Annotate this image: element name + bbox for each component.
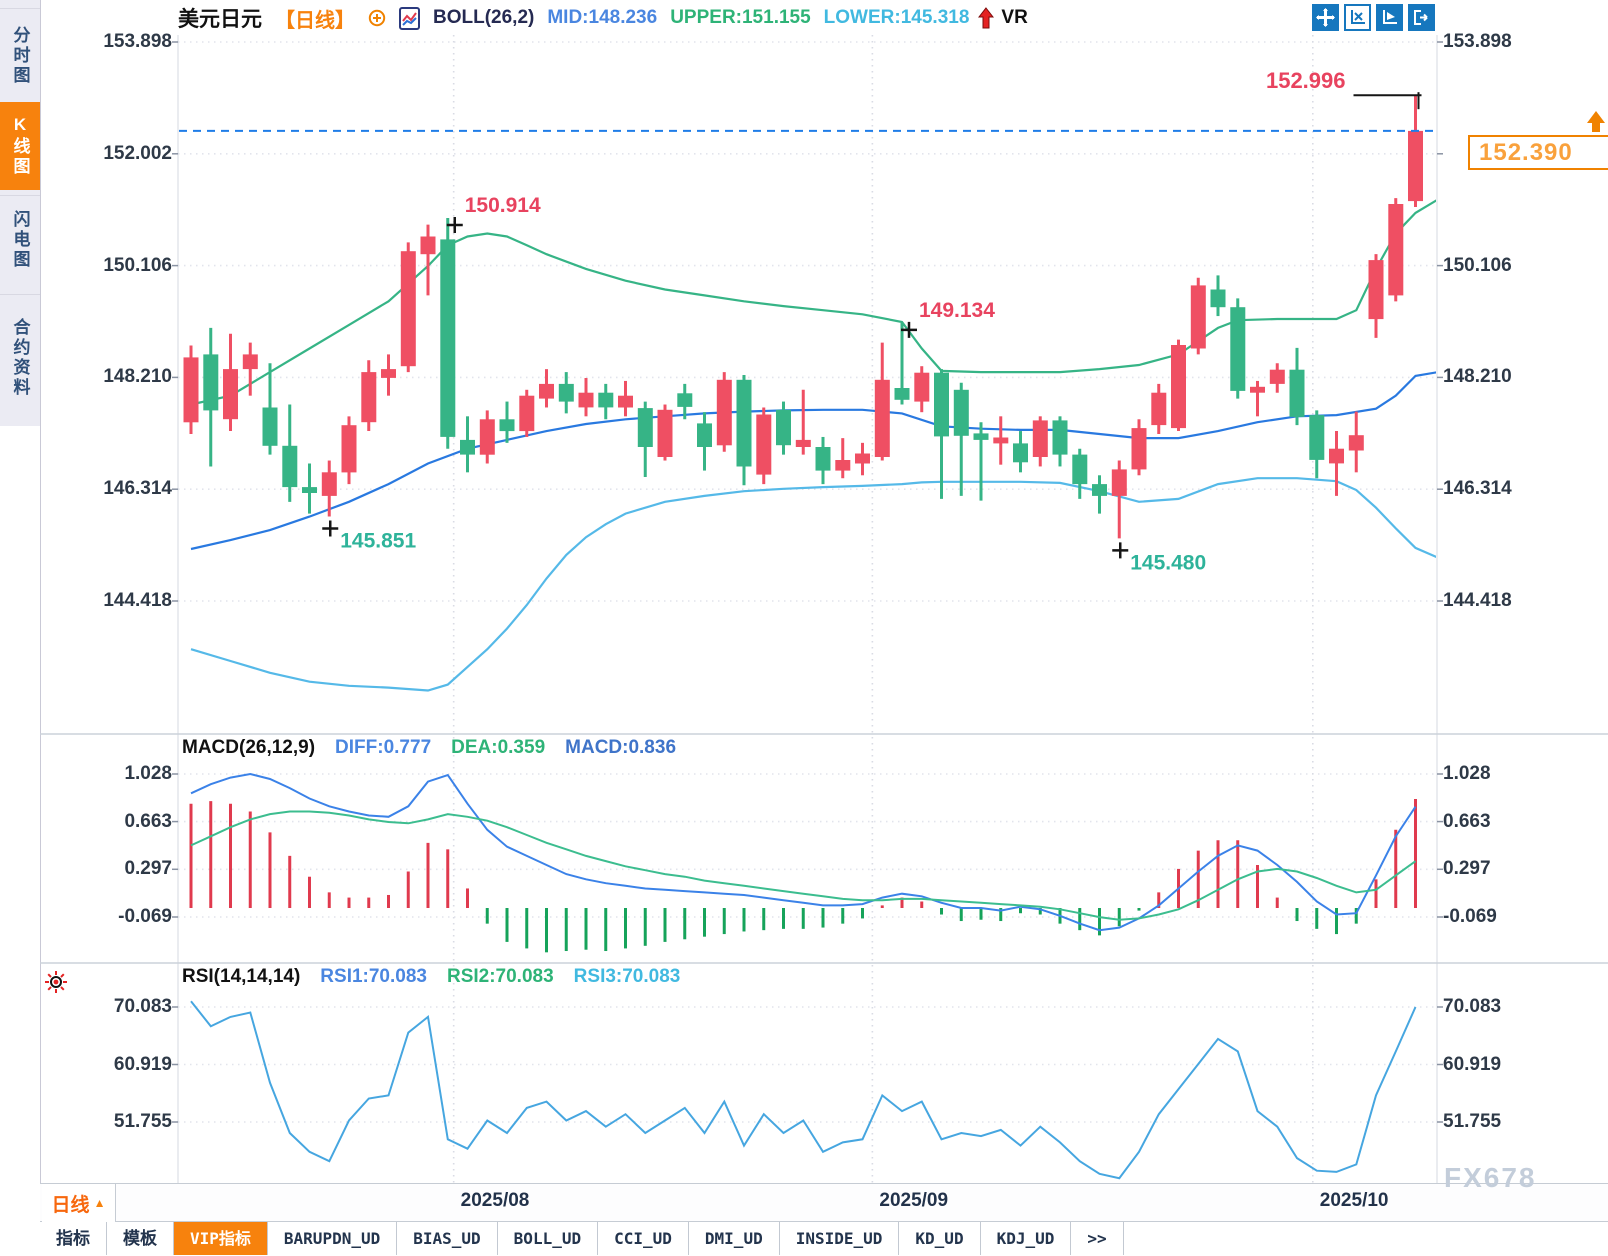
indicator-tab-bar: 指标 模板 VIP指标 BARUPDN_UD BIAS_UD BOLL_UD CCI_UD D… (40, 1222, 1608, 1256)
main-axis-label-left: 148.210 (103, 366, 172, 388)
price-tag-arrow-icon (1580, 110, 1606, 139)
rsi3-value: RSI3:70.083 (573, 966, 681, 987)
period-label: 日线 (51, 1194, 90, 1216)
indicator-tab-barupdn_ud[interactable]: BARUPDN_UD (268, 1222, 398, 1255)
exit-icon[interactable] (1408, 4, 1435, 31)
period-up-triangle-icon: ▲ (93, 1196, 106, 1210)
time-axis-row: 日线 ▲ 2025/08 2025/09 2025/10 (40, 1183, 1608, 1222)
rsi-axis-label-right: 51.755 (1443, 1111, 1502, 1132)
indicator-tab-bias_ud[interactable]: BIAS_UD (397, 1222, 498, 1255)
macd-axis-label-right: -0.069 (1443, 906, 1497, 927)
chart-toolbar (1312, 4, 1435, 31)
watermark: FX678 (1444, 1162, 1537, 1193)
rsi-name: RSI(14,14,14) (182, 966, 301, 987)
sidebar-tab-3[interactable]: 闪电图 (0, 195, 40, 284)
indicator-tab-[interactable]: 模板 (107, 1222, 174, 1255)
main-axis-label-left: 146.314 (103, 478, 172, 500)
candlestick-chart[interactable]: 145.851 150.914 149.134 145.480 152.996 (0, 0, 1608, 1190)
date-label: 2025/09 (879, 1190, 949, 1211)
macd-axis-label-right: 1.028 (1443, 763, 1491, 784)
rsi-header: RSI(14,14,14) RSI1:70.083 RSI2:70.083 RS… (182, 966, 680, 988)
macd-header: MACD(26,12,9) DIFF:0.777 DEA:0.359 MACD:… (182, 737, 676, 759)
rsi-axis-label-right: 60.919 (1443, 1053, 1502, 1075)
main-axis-label-left: 144.418 (103, 590, 172, 611)
period-tag: 【日线】 (275, 9, 355, 32)
sidebar-tab-1[interactable]: 分时图 (0, 8, 40, 102)
macd-axis-label-left: 0.663 (124, 810, 172, 832)
up-arrow-icon (978, 7, 995, 29)
main-axis-label-left: 152.002 (103, 142, 172, 164)
alert-sun-icon[interactable] (44, 970, 68, 999)
main-axis-label-right: 150.106 (1443, 254, 1512, 276)
left-sidebar: 分时图 K线图闪电图合约资料 (0, 0, 41, 1256)
indicator-tab-[interactable]: 指标 (40, 1222, 107, 1255)
boll-mid-value: MID:148.236 (547, 7, 658, 28)
indicator-tab-boll_ud[interactable]: BOLL_UD (498, 1222, 599, 1255)
macd-axis-label-right: 0.297 (1443, 858, 1491, 880)
macd-axis-label-left: 1.028 (124, 763, 172, 784)
boll-upper-value: UPPER:151.155 (670, 7, 811, 28)
indicator-tab-cci_ud[interactable]: CCI_UD (598, 1222, 689, 1255)
macd-axis-label-left: -0.069 (118, 906, 172, 927)
chart-play-icon[interactable] (1376, 4, 1403, 31)
svg-text:150.914: 150.914 (465, 194, 541, 217)
main-axis-label-right: 153.898 (1443, 31, 1512, 52)
rsi1-value: RSI1:70.083 (320, 966, 427, 987)
indicator-tab-vip[interactable]: VIP指标 (174, 1222, 268, 1255)
macd-axis-label-right: 0.663 (1443, 810, 1491, 832)
svg-text:145.851: 145.851 (340, 530, 416, 553)
boll-lower-value: LOWER:145.318 (823, 7, 970, 28)
svg-text:149.134: 149.134 (919, 299, 995, 322)
date-label: 2025/10 (1319, 1190, 1389, 1211)
period-selector-button[interactable]: 日线 ▲ (42, 1184, 116, 1222)
axis-scale-icon[interactable] (1344, 4, 1371, 31)
rsi-axis-label-right: 70.083 (1443, 996, 1502, 1017)
svg-text:145.480: 145.480 (1130, 551, 1206, 574)
indicator-tab-kdj_ud[interactable]: KDJ_UD (981, 1222, 1072, 1255)
rsi-axis-label-left: 70.083 (113, 996, 172, 1017)
main-axis-label-right: 144.418 (1443, 590, 1512, 611)
move-icon[interactable] (1312, 4, 1339, 31)
sidebar-tab-4[interactable]: 合约资料 (0, 294, 40, 420)
main-axis-label-right: 146.314 (1443, 478, 1512, 500)
macd-dea-value: DEA:0.359 (451, 737, 546, 758)
macd-diff-value: DIFF:0.777 (335, 737, 432, 758)
sidebar-tab-2[interactable]: K线图 (0, 102, 40, 190)
indicator-tab-dmi_ud[interactable]: DMI_UD (689, 1222, 780, 1255)
current-price-tag[interactable]: 152.390 (1468, 134, 1608, 170)
rsi-axis-label-left: 51.755 (113, 1111, 172, 1132)
date-label: 2025/08 (460, 1190, 530, 1211)
candlestick-mini-icon[interactable] (399, 6, 420, 30)
main-axis-label-left: 153.898 (103, 31, 172, 52)
svg-text:152.996: 152.996 (1266, 68, 1346, 93)
symbol-title: 美元日元 (178, 8, 262, 31)
chart-header: 美元日元 【日线】 BOLL(26,2) MID:148.236 UPPER:1… (178, 3, 1028, 33)
main-axis-label-right: 148.210 (1443, 366, 1512, 388)
add-icon[interactable] (368, 9, 386, 27)
rsi2-value: RSI2:70.083 (446, 966, 554, 987)
macd-axis-label-left: 0.297 (124, 858, 172, 880)
indicator-tab-kd_ud[interactable]: KD_UD (899, 1222, 981, 1255)
macd-value: MACD:0.836 (565, 737, 677, 758)
indicator-tab->>[interactable]: >> (1071, 1222, 1124, 1255)
macd-name: MACD(26,12,9) (182, 737, 316, 758)
vr-label: VR (1001, 7, 1028, 28)
boll-label: BOLL(26,2) (433, 7, 535, 28)
indicator-tab-inside_ud[interactable]: INSIDE_UD (780, 1222, 900, 1255)
main-axis-label-left: 150.106 (103, 254, 172, 276)
rsi-axis-label-left: 60.919 (113, 1053, 172, 1075)
